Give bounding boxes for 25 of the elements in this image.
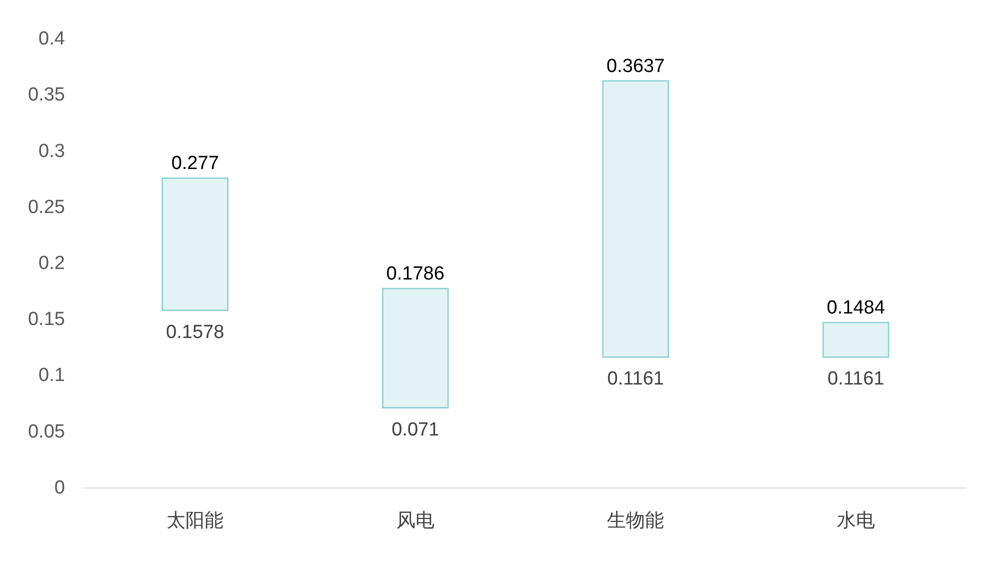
- y-tick-label: 0.3: [38, 140, 65, 162]
- annotation: 0.1578: [166, 322, 224, 343]
- x-tick-label: 风电: [396, 510, 434, 532]
- annotation: 0.1786: [386, 264, 444, 285]
- bar: [382, 288, 449, 409]
- y-tick-label: 0.25: [28, 196, 65, 218]
- annotation: 0.1484: [826, 297, 886, 318]
- annotation: 0.1161: [607, 368, 664, 390]
- bar: [602, 80, 670, 358]
- annotation: 0.3637: [606, 56, 665, 77]
- y-tick-label: 0.05: [28, 421, 65, 442]
- y-tick-label: 0: [54, 477, 65, 498]
- y-tick-label: 0.4: [38, 28, 66, 50]
- annotation: 0.071: [392, 419, 440, 440]
- y-tick-label: 0.2: [38, 253, 65, 274]
- bar: [822, 322, 890, 358]
- annotation: 0.277: [171, 153, 219, 174]
- x-tick-label: 生物能: [607, 510, 664, 532]
- y-tick-label: 0.1: [38, 365, 65, 386]
- y-tick-label: 0.35: [28, 84, 65, 106]
- x-tick-label: 水电: [836, 510, 875, 532]
- x-tick-label: 太阳能: [166, 510, 224, 532]
- annotation: 0.1161: [828, 368, 884, 390]
- bar: [162, 177, 229, 312]
- y-tick-label: 0.15: [28, 309, 65, 330]
